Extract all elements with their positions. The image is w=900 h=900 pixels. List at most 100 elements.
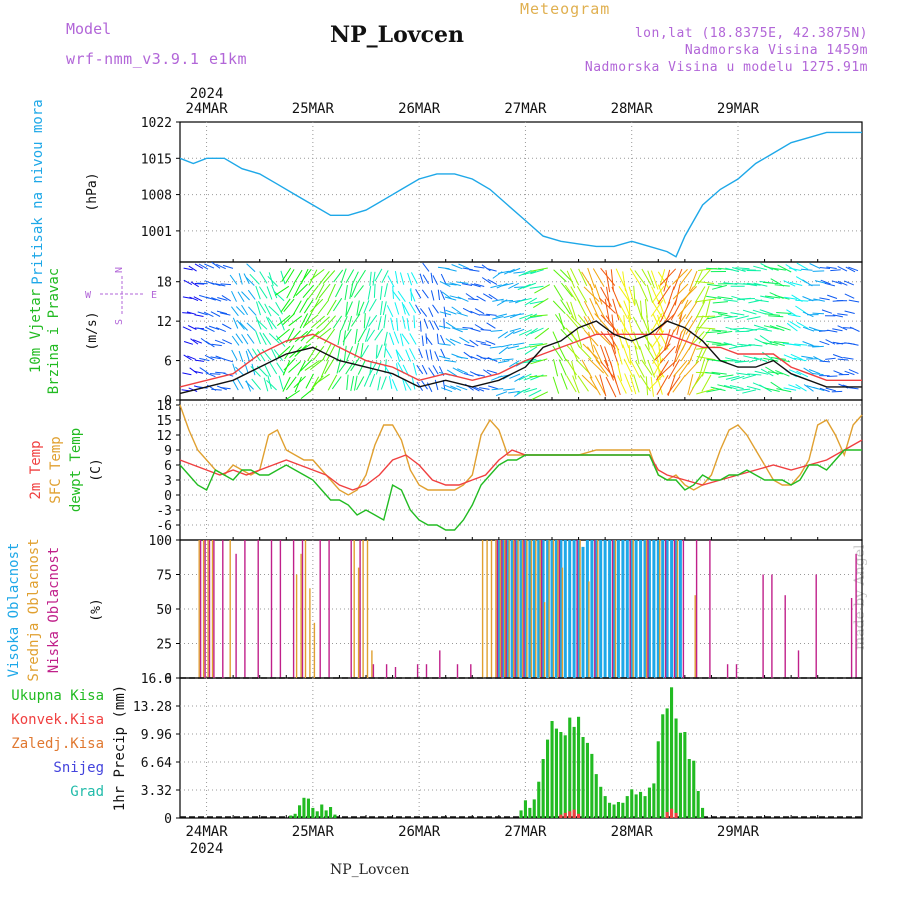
wind-arrow	[552, 300, 566, 315]
wind-arrow	[656, 375, 669, 395]
wind-arrow	[432, 365, 439, 375]
wind-arrow	[463, 372, 474, 377]
precip-bar	[298, 805, 302, 818]
wind-arrow	[384, 365, 393, 377]
wind-arrow	[300, 328, 313, 342]
wind-arrow	[220, 283, 232, 286]
wind-arrow	[623, 315, 626, 336]
wind-arrow	[811, 373, 824, 376]
wind-arrow	[529, 300, 544, 305]
wind-arrow	[837, 325, 848, 331]
wind-arrow	[802, 341, 814, 347]
wind-arrow	[232, 379, 239, 391]
wind-arrow	[262, 332, 272, 346]
wind-arrow	[486, 313, 497, 316]
wind-arrow	[508, 390, 520, 394]
wind-arrow	[763, 357, 779, 362]
wind-arrow	[685, 316, 698, 335]
wind-arrow	[777, 264, 792, 273]
wind-arrow	[203, 311, 214, 318]
temp2m-axis-label: 2m Temp	[28, 440, 44, 499]
wind-arrow	[698, 358, 706, 377]
wind-arrow	[268, 333, 280, 344]
wind-arrow	[514, 375, 525, 383]
wind-arrow	[345, 301, 348, 317]
wind-arrow	[826, 266, 837, 269]
wind-arrow	[401, 333, 410, 345]
wind-arrow	[623, 358, 634, 378]
wind-arrow	[819, 340, 830, 346]
wind-arrow	[187, 355, 196, 360]
wind-arrow	[214, 283, 226, 287]
precip-bar	[687, 759, 691, 818]
wind-arrow	[444, 296, 457, 301]
y-tick-label: 3	[164, 474, 172, 489]
wind-arrow	[452, 367, 464, 374]
wind-arrow	[354, 328, 358, 344]
wind-arrow	[395, 349, 404, 361]
panel-frame-2	[179, 399, 863, 541]
y-tick-label: 16.6	[141, 672, 172, 687]
wind-arrow	[552, 331, 561, 348]
wind-arrow	[464, 343, 475, 348]
wind-arrow	[725, 357, 739, 362]
wind-arrows	[181, 261, 860, 401]
wind-arrow	[243, 273, 250, 285]
wind-arrow	[368, 298, 377, 312]
wind-arrow	[734, 360, 749, 363]
wind-arrow	[216, 310, 228, 315]
wind-arrow	[405, 349, 412, 362]
wind-arrow	[386, 305, 394, 318]
wind-axis-label-1: 10m Vjetar	[28, 289, 44, 373]
wind-arrow	[776, 388, 792, 393]
wind-arrow	[624, 373, 633, 393]
wind-arrow	[333, 269, 344, 283]
wind-arrow	[513, 328, 525, 334]
precip-axis-label: 1hr Precip (mm)	[112, 685, 128, 811]
precip-bar	[625, 796, 629, 818]
wind-arrow	[651, 312, 663, 331]
wind-arrow	[678, 268, 693, 287]
wind-arrow	[217, 297, 228, 301]
y-tick-label: 0	[164, 394, 172, 409]
wind-arrow	[785, 264, 797, 272]
precip-bar	[329, 807, 333, 818]
wind-arrow	[629, 374, 637, 395]
wind-arrow	[489, 346, 502, 349]
wind-arrow	[848, 266, 859, 272]
wind-arrow	[445, 338, 456, 346]
wind-arrow	[269, 361, 278, 375]
meteogram-subtitle: Meteogram	[520, 0, 611, 18]
wind-arrow	[351, 271, 359, 286]
precip-bar	[639, 791, 643, 818]
wind-arrow	[433, 320, 440, 331]
wind-arrow	[516, 345, 531, 350]
wind-arrow	[528, 343, 543, 346]
wind-arrow	[670, 300, 683, 321]
wind-arrow	[282, 313, 296, 326]
wind-arrow	[275, 335, 286, 347]
wind-arrow	[707, 283, 723, 287]
elevation-label: Nadmorska Visina 1459m	[684, 43, 868, 58]
wind-arrow	[659, 360, 677, 377]
wind-arrow	[255, 316, 262, 330]
wind-arrow	[517, 283, 531, 291]
wind-arrow	[710, 386, 726, 392]
wind-arrow	[528, 315, 543, 319]
wind-arrow	[190, 281, 199, 288]
wind-arrow	[390, 317, 395, 331]
wind-arrow	[415, 288, 422, 299]
wind-arrow	[372, 271, 376, 286]
wind-arrow	[571, 360, 577, 380]
wind-arrow	[323, 315, 336, 330]
wind-arrow	[382, 301, 387, 316]
wind-arrow	[736, 372, 751, 376]
wind-arrow	[380, 376, 387, 390]
wind-arrow	[356, 300, 360, 316]
wind-arrow	[384, 283, 388, 298]
wind-arrow	[479, 387, 490, 390]
wind-arrow	[824, 282, 836, 287]
wind-arrow	[388, 376, 393, 389]
wind-arrow	[309, 376, 320, 393]
precip-bar	[674, 812, 678, 818]
